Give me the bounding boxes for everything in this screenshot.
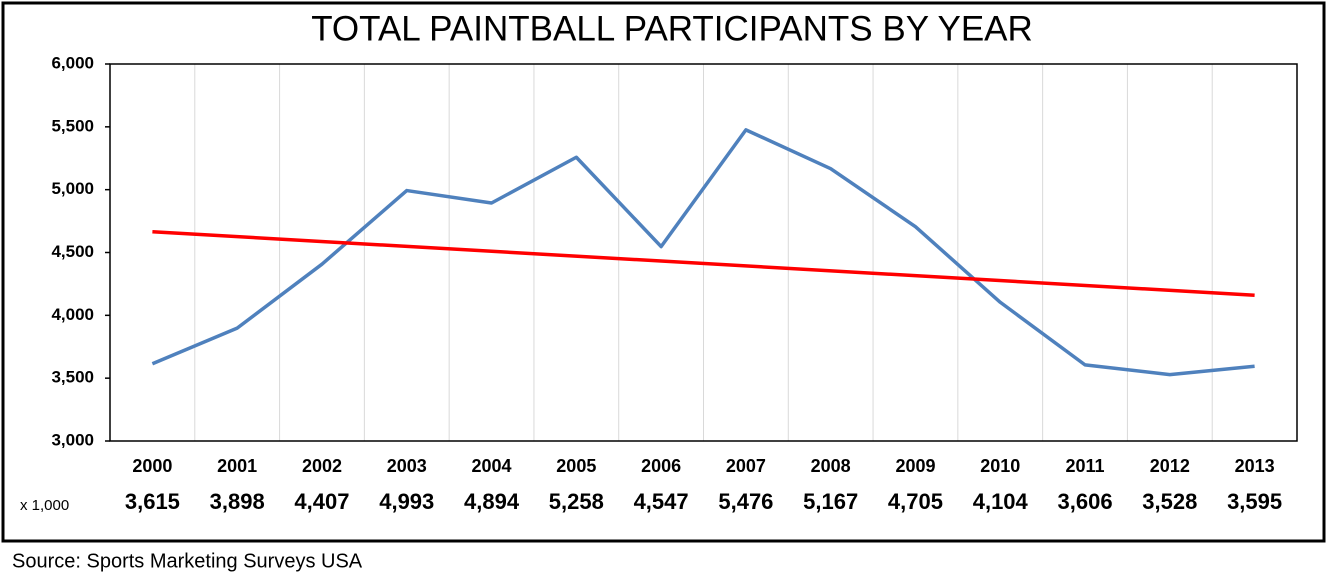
data-table-value: 3,898 [210, 489, 265, 514]
x-tick-label: 2004 [472, 456, 512, 476]
x-tick-label: 2010 [980, 456, 1020, 476]
data-table-value: 4,705 [888, 489, 943, 514]
data-table-value: 5,258 [549, 489, 604, 514]
data-line [151, 128, 1255, 377]
data-table-value: 4,894 [464, 489, 520, 514]
y-tick-label: 5,000 [51, 179, 94, 198]
chart-border [1, 1, 1326, 543]
x-tick-label: 2011 [1066, 456, 1105, 476]
plot-border [109, 63, 1298, 442]
data-table-value: 5,167 [803, 489, 858, 514]
y-tick-label: 5,500 [51, 116, 94, 135]
chart-title: TOTAL PAINTBALL PARTICIPANTS BY YEAR [311, 9, 1033, 48]
table-unit-label: x 1,000 [20, 497, 69, 514]
x-tick-label: 2006 [641, 456, 681, 476]
data-table-value: 4,547 [634, 489, 689, 514]
x-tick-label: 2008 [811, 456, 851, 476]
data-table-value: 5,476 [718, 489, 773, 514]
data-table-value: 4,104 [973, 489, 1029, 514]
x-tick-label: 2005 [556, 456, 596, 476]
x-tick-label: 2000 [132, 456, 172, 476]
x-tick-label: 2007 [726, 456, 766, 476]
x-tick-label: 2009 [895, 456, 935, 476]
x-tick-label: 2012 [1150, 456, 1190, 476]
trend-line [152, 230, 1255, 297]
data-table-value: 4,407 [294, 489, 349, 514]
data-table-value: 3,615 [125, 489, 180, 514]
y-tick-label: 4,000 [51, 305, 94, 324]
data-table-value: 3,606 [1058, 489, 1113, 514]
y-tick-label: 4,500 [51, 242, 94, 261]
y-tick-label: 3,500 [51, 368, 94, 387]
source-note: Source: Sports Marketing Surveys USA [12, 550, 363, 572]
x-tick-label: 2013 [1235, 456, 1275, 476]
y-tick-label: 3,000 [51, 430, 94, 449]
x-tick-label: 2003 [387, 456, 427, 476]
data-table-value: 4,993 [379, 489, 434, 514]
data-table-value: 3,528 [1142, 489, 1197, 514]
y-tick-label: 6,000 [51, 53, 94, 72]
data-table-value: 3,595 [1227, 489, 1282, 514]
x-tick-label: 2002 [302, 456, 342, 476]
x-tick-label: 2001 [217, 456, 257, 476]
